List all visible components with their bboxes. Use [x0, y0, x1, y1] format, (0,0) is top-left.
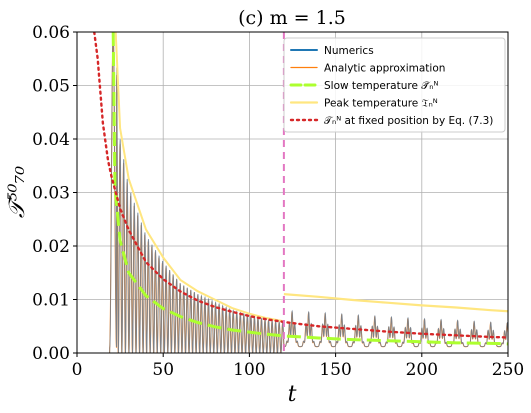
y-tick-label: 0.06: [32, 23, 70, 43]
legend-label: Analytic approximation: [324, 63, 445, 75]
y-tick-label: 0.04: [32, 130, 70, 150]
series-fixedpos-line: [93, 32, 508, 339]
legend-label: Peak temperature 𝔗ₙᴺ: [324, 98, 438, 110]
x-tick-label: 0: [72, 360, 83, 380]
x-tick-label: 150: [319, 360, 351, 380]
legend-box: [283, 37, 506, 133]
x-axis-label: t: [288, 382, 297, 407]
legend: Numerics Analytic approximation Slow tempe…: [283, 37, 506, 133]
legend-label: Numerics: [324, 45, 374, 57]
legend-label: 𝒯ₙᴺ at fixed position by Eq. (7.3): [324, 115, 493, 127]
x-tick-label: 50: [152, 360, 174, 380]
y-tick-label: 0.02: [32, 237, 70, 257]
y-tick-label: 0.03: [32, 184, 70, 204]
legend-label: Slow temperature 𝒯̄ₙᴺ: [324, 80, 438, 92]
y-tick-label: 0.05: [32, 77, 70, 97]
y-tick-label: 0.00: [32, 344, 70, 364]
x-tick-label: 200: [406, 360, 438, 380]
series-peak-line: [283, 293, 508, 313]
y-axis-label: 𝒯⁵⁰₇₀: [5, 166, 30, 218]
chart-title: (c) m = 1.5: [238, 7, 346, 29]
x-tick-label: 100: [233, 360, 265, 380]
series-peak-envelope: [114, 32, 283, 322]
x-tick-label: 250: [492, 360, 524, 380]
series-slow-line: [111, 32, 508, 346]
ticks: 0 50 100 150 200 250 0.00 0.01 0.02 0.03 0.04 0.05 0…: [32, 23, 524, 380]
y-tick-label: 0.01: [32, 291, 70, 311]
